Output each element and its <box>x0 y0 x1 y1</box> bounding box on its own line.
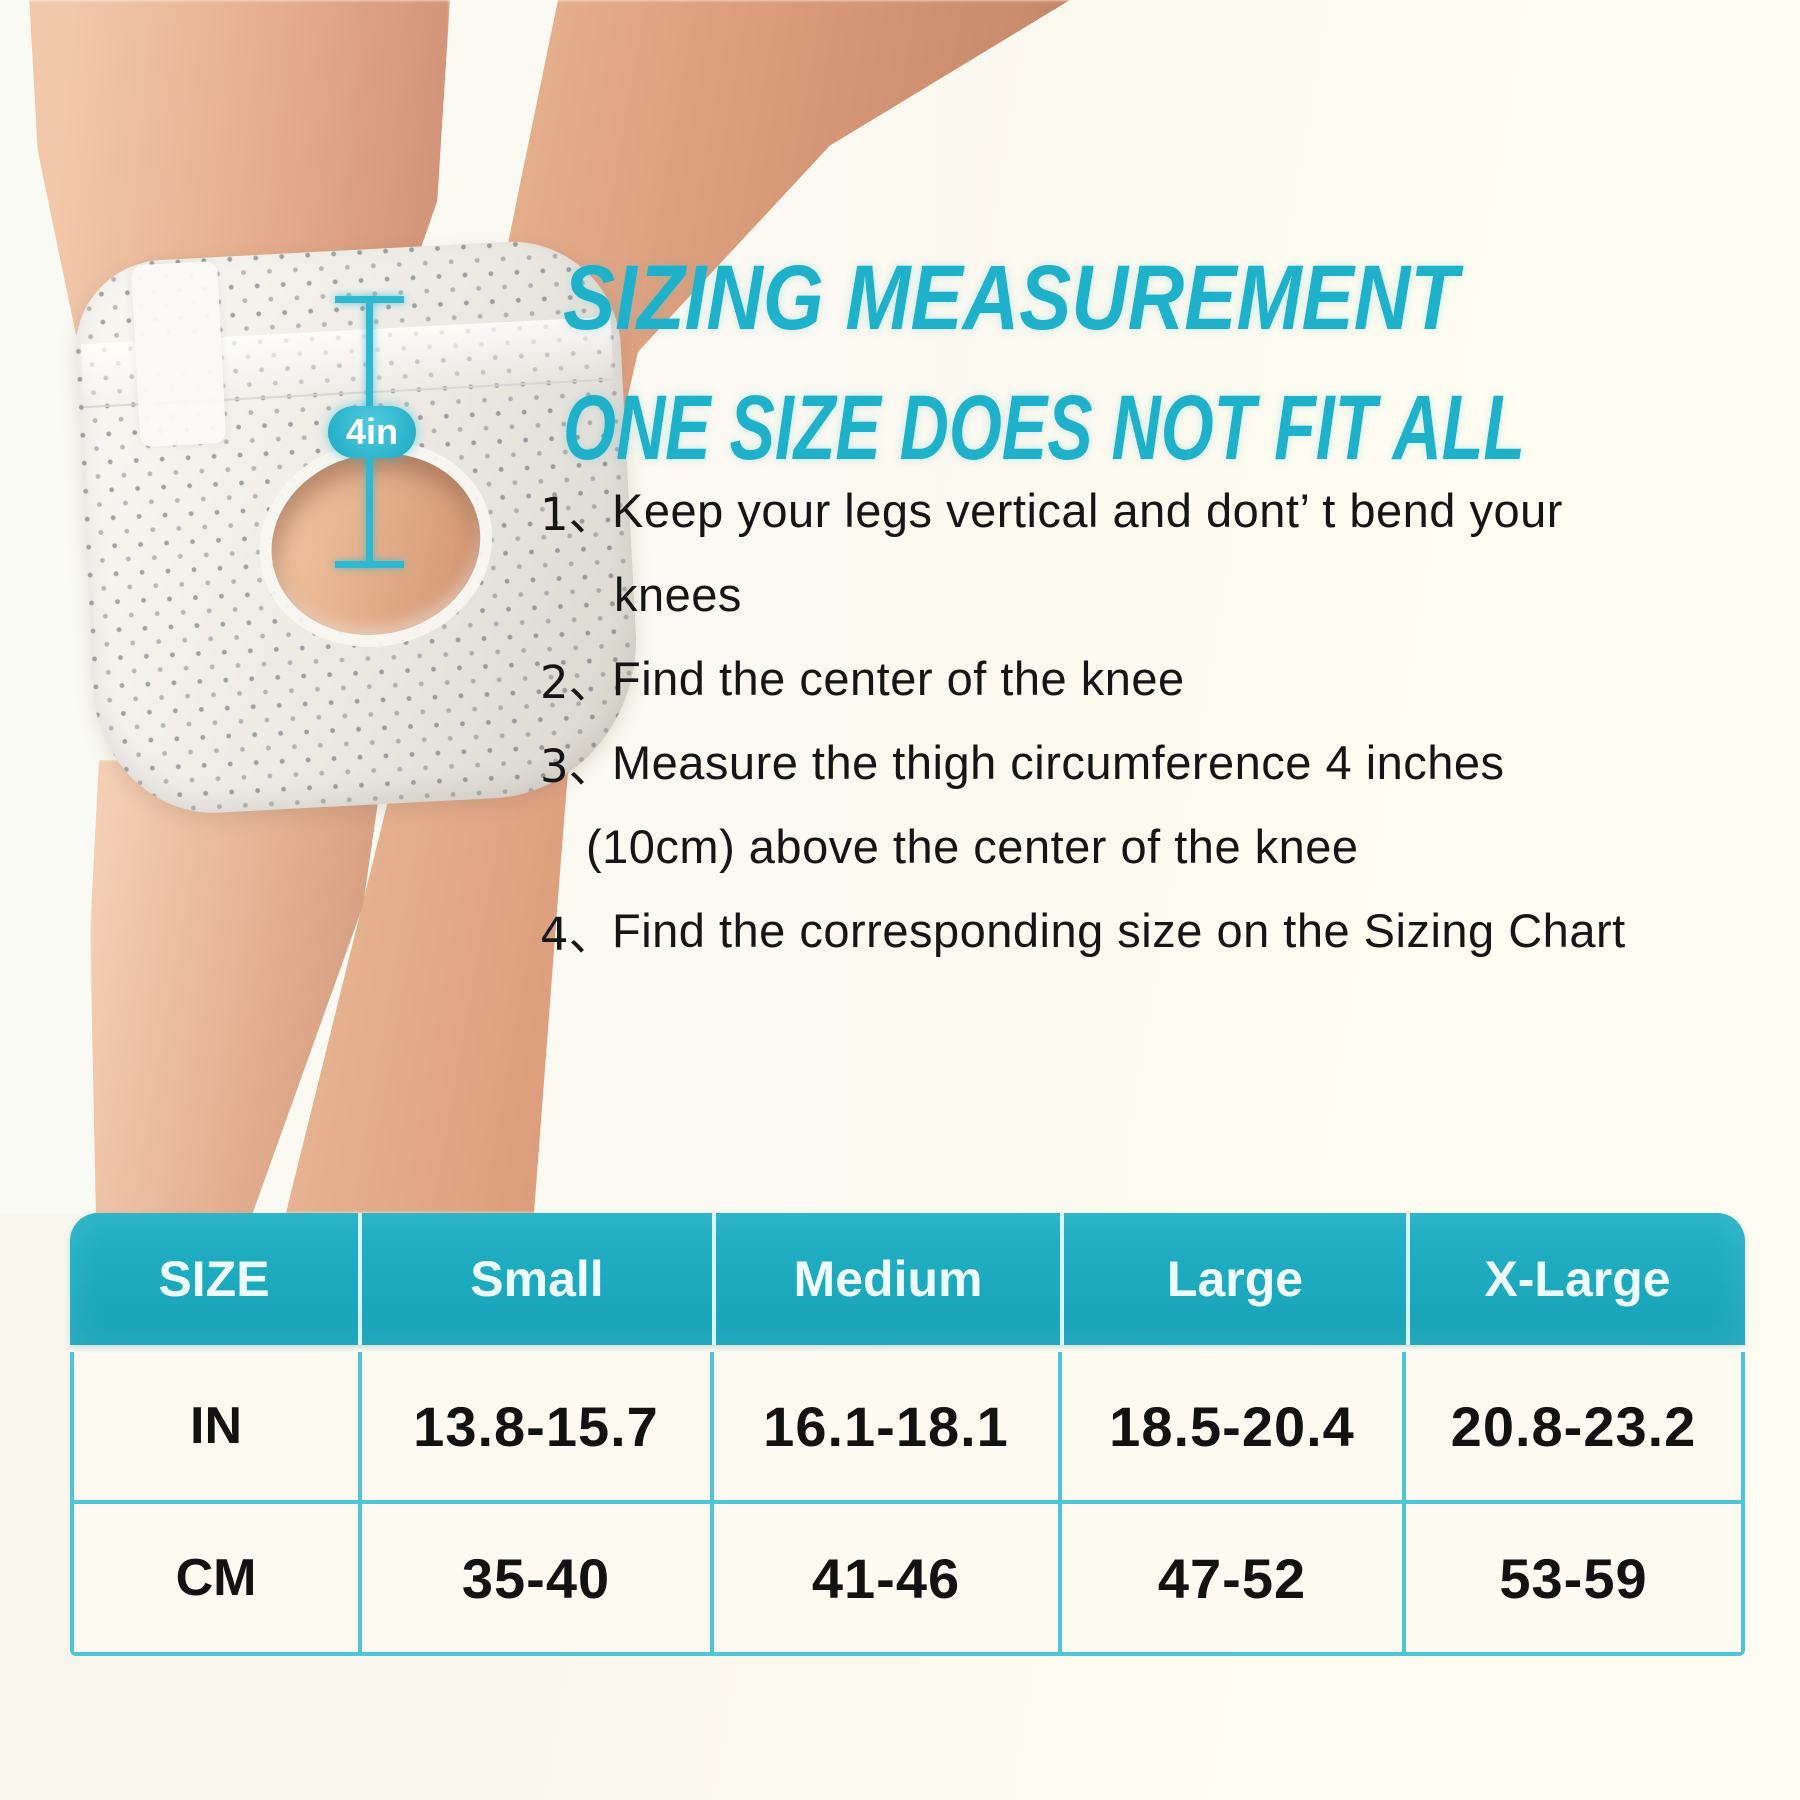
instruction-2-number: 2、 <box>540 655 614 709</box>
cm-medium: 41-46 <box>710 1504 1058 1652</box>
measurement-badge-label: 4in <box>345 411 398 452</box>
table-row-inches: IN 13.8-15.7 16.1-18.1 18.5-20.4 20.8-23… <box>74 1352 1741 1500</box>
sizing-table-header-large: Large <box>1060 1213 1406 1345</box>
sizing-table-header-medium: Medium <box>712 1213 1060 1345</box>
in-xlarge: 20.8-23.2 <box>1402 1352 1741 1500</box>
instructions-list: 1、 Keep your legs vertical and dont’ t b… <box>540 468 1790 972</box>
cm-large: 47-52 <box>1058 1504 1402 1652</box>
sizing-table-header-small: Small <box>358 1213 712 1345</box>
instruction-item-2: 2、 Find the center of the knee <box>540 636 1790 720</box>
measurement-line-bottom-cap <box>335 561 404 568</box>
in-medium: 16.1-18.1 <box>710 1352 1058 1500</box>
legs-photo: 4in <box>0 0 1150 1213</box>
instruction-item-3: 3、 Measure the thigh circumference 4 inc… <box>540 720 1790 888</box>
sizing-table-header-size: SIZE <box>158 1251 270 1307</box>
instruction-4-line-1: Find the corresponding size on the Sizin… <box>612 903 1626 957</box>
sizing-table-header: SIZE Small Medium Large X-Large <box>70 1213 1745 1345</box>
instruction-3-line-2: (10cm) above the center of the knee <box>586 819 1359 873</box>
in-small: 13.8-15.7 <box>358 1352 710 1500</box>
instruction-4-number: 4、 <box>540 907 614 961</box>
measurement-line-top-cap <box>335 296 404 303</box>
table-row-centimeters: CM 35-40 41-46 47-52 53-59 <box>74 1500 1741 1652</box>
cm-small: 35-40 <box>358 1504 710 1652</box>
instruction-item-1: 1、 Keep your legs vertical and dont’ t b… <box>540 468 1790 636</box>
instruction-1-line-1: Keep your legs vertical and dont’ t bend… <box>612 483 1563 537</box>
title-line-2: ONE SIZE DOES NOT FIT ALL <box>563 377 1525 479</box>
instruction-3-number: 3、 <box>540 739 614 793</box>
measurement-badge: 4in <box>328 406 416 458</box>
sizing-table-body: IN 13.8-15.7 16.1-18.1 18.5-20.4 20.8-23… <box>70 1352 1745 1656</box>
title-line-1: SIZING MEASUREMENT <box>563 247 1458 349</box>
cm-xlarge: 53-59 <box>1402 1504 1741 1652</box>
row-label-in: IN <box>190 1397 242 1455</box>
instruction-item-4: 4、 Find the corresponding size on the Si… <box>540 888 1790 972</box>
instruction-3-line-1: Measure the thigh circumference 4 inches <box>612 735 1505 789</box>
instruction-1-number: 1、 <box>540 487 614 541</box>
brace-side-strip <box>130 260 227 448</box>
row-label-cm: CM <box>175 1549 257 1607</box>
instruction-1-line-2: knees <box>614 567 742 621</box>
patella-opening <box>253 432 499 656</box>
in-large: 18.5-20.4 <box>1058 1352 1402 1500</box>
instruction-2-line-1: Find the center of the knee <box>612 651 1185 705</box>
sizing-table-header-xlarge: X-Large <box>1406 1213 1745 1345</box>
